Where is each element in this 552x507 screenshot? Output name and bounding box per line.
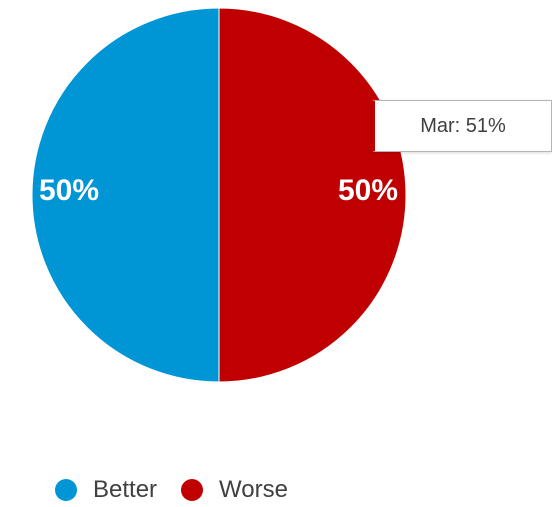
data-label-worse: 50% — [338, 174, 398, 207]
legend-label-worse: Worse — [219, 476, 288, 503]
pie-slices — [31, 7, 407, 383]
pie-data-labels: 50% 50% — [39, 174, 398, 207]
pie-slice-worse[interactable] — [218, 7, 407, 383]
legend: Better Worse — [55, 476, 288, 504]
legend-item-better[interactable]: Better — [55, 476, 157, 504]
legend-label-better: Better — [93, 476, 158, 503]
legend-marker-worse — [181, 479, 204, 501]
legend-item-worse[interactable]: Worse — [181, 476, 288, 504]
hover-tooltip: Mar: 51% — [372, 100, 552, 152]
legend-marker-better — [55, 479, 77, 501]
data-label-better: 50% — [39, 174, 99, 207]
pie-slice-better[interactable] — [31, 7, 220, 383]
